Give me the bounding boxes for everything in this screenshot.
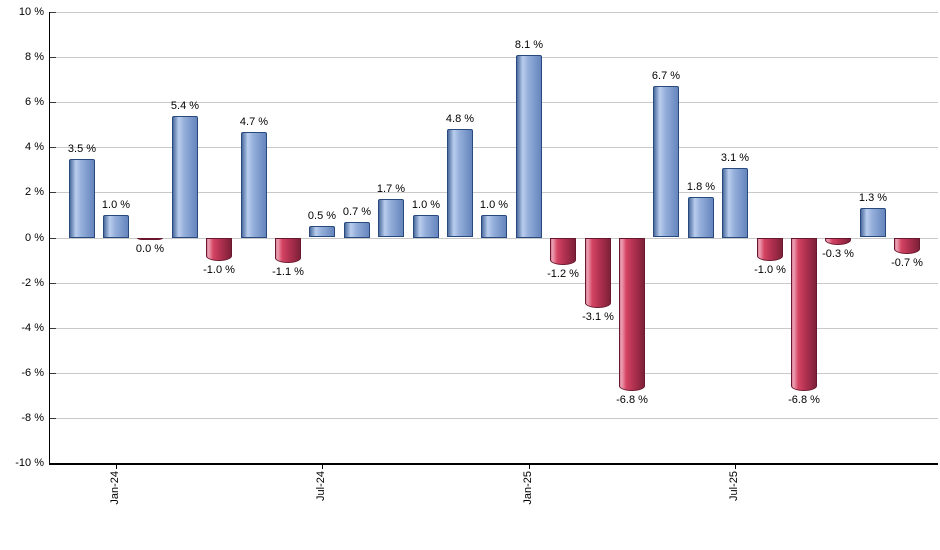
bar-value-label: 6.7 % (651, 70, 681, 82)
bar-value-label: -6.8 % (788, 394, 820, 406)
gridline (50, 102, 938, 103)
x-axis-tick (116, 463, 117, 469)
bar-value-label: -1.1 % (272, 266, 304, 278)
return-bar (688, 197, 714, 238)
x-axis-tick-label: Jul-25 (728, 471, 740, 501)
y-axis-tick (49, 418, 56, 419)
return-bar (791, 238, 817, 391)
y-axis-tick-label: -10 % (15, 457, 44, 469)
y-axis-tick-label: -2 % (21, 277, 44, 289)
y-axis-tick (49, 328, 56, 329)
y-axis-tick-label: 6 % (25, 96, 44, 108)
bar-value-label: 1.0 % (411, 199, 441, 211)
gridline (50, 57, 938, 58)
gridline (50, 238, 938, 239)
return-bar (241, 132, 267, 238)
y-axis-tick (49, 147, 56, 148)
y-axis-tick-label: 2 % (25, 186, 44, 198)
return-bar (619, 238, 645, 391)
bar-value-label: 1.0 % (101, 199, 131, 211)
y-axis-tick-label: 8 % (25, 51, 44, 63)
y-axis-line (49, 12, 50, 463)
return-bar (206, 238, 232, 261)
y-axis-tick-label: -4 % (21, 322, 44, 334)
bar-value-label: -0.3 % (822, 248, 854, 260)
bar-value-label: 0.0 % (135, 243, 165, 255)
bar-value-label: 0.5 % (307, 210, 337, 222)
bar-value-label: 3.5 % (67, 143, 97, 155)
return-bar (103, 215, 129, 238)
bar-value-label: -0.7 % (891, 257, 923, 269)
bar-value-label: 1.8 % (686, 181, 716, 193)
bar-value-label: -6.8 % (616, 394, 648, 406)
x-axis-tick (735, 463, 736, 469)
y-axis-tick (49, 12, 56, 13)
gridline (50, 373, 938, 374)
y-axis-tick (49, 102, 56, 103)
y-axis-tick-label: -8 % (21, 412, 44, 424)
x-axis-line (49, 463, 938, 465)
bar-value-label: 4.7 % (239, 116, 269, 128)
bar-value-label: 3.1 % (720, 152, 750, 164)
bar-value-label: 1.3 % (858, 192, 888, 204)
bar-value-label: -3.1 % (582, 311, 614, 323)
return-bar (825, 238, 851, 245)
bar-value-label: 5.4 % (170, 100, 200, 112)
return-bar (894, 238, 920, 254)
return-bar (722, 168, 748, 238)
bar-value-label: 0.7 % (342, 206, 372, 218)
return-bar (172, 116, 198, 238)
x-axis-tick (529, 463, 530, 469)
x-axis-tick (322, 463, 323, 469)
return-bar (413, 215, 439, 238)
y-axis-tick (49, 238, 56, 239)
y-axis-tick-label: -6 % (21, 367, 44, 379)
return-bar (550, 238, 576, 265)
return-bar (137, 238, 163, 240)
y-axis-tick (49, 57, 56, 58)
gridline (50, 283, 938, 284)
x-axis-tick-label: Jan-25 (522, 471, 534, 505)
return-bar (344, 222, 370, 238)
return-bar (309, 226, 335, 237)
return-bar (860, 208, 886, 237)
x-axis-tick-label: Jan-24 (109, 471, 121, 505)
return-bar (516, 55, 542, 238)
gridline (50, 12, 938, 13)
y-axis-tick-label: 4 % (25, 141, 44, 153)
return-bar (481, 215, 507, 238)
gridline (50, 418, 938, 419)
bar-value-label: 8.1 % (514, 39, 544, 51)
return-bar (653, 86, 679, 237)
y-axis-tick-label: 0 % (25, 232, 44, 244)
bar-value-label: 1.0 % (479, 199, 509, 211)
return-bar (378, 199, 404, 237)
y-axis-tick (49, 283, 56, 284)
return-bar (447, 129, 473, 237)
gridline (50, 147, 938, 148)
y-axis-tick (49, 192, 56, 193)
x-axis-tick-label: Jul-24 (315, 471, 327, 501)
gridline (50, 328, 938, 329)
bar-value-label: -1.0 % (754, 264, 786, 276)
bar-value-label: 1.7 % (376, 183, 406, 195)
return-bar (757, 238, 783, 261)
y-axis-tick-label: 10 % (18, 6, 44, 18)
return-bar (275, 238, 301, 263)
gridline (50, 192, 938, 193)
return-bar (69, 159, 95, 238)
bar-value-label: -1.0 % (203, 264, 235, 276)
y-axis-tick (49, 373, 56, 374)
bar-value-label: 4.8 % (445, 113, 475, 125)
bar-value-label: -1.2 % (547, 268, 579, 280)
return-bar (585, 238, 611, 308)
